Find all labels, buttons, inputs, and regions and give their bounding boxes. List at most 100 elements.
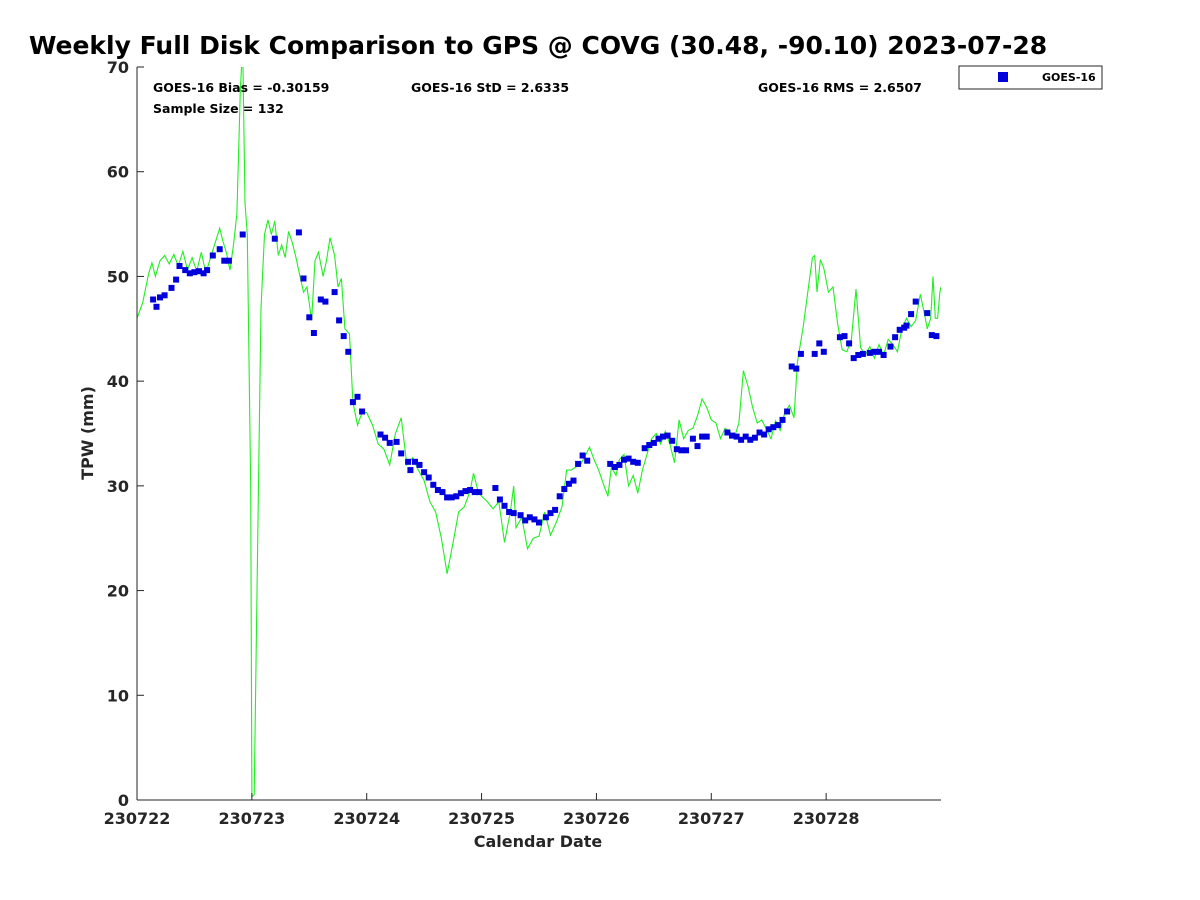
goes16-point — [453, 493, 460, 500]
goes16-point — [756, 429, 763, 436]
goes16-point — [393, 438, 400, 445]
goes16-point — [412, 458, 418, 465]
goes16-point — [903, 322, 910, 329]
goes16-point — [880, 352, 887, 358]
goes16-point — [430, 481, 437, 488]
goes16-point — [669, 437, 676, 444]
goes16-point — [239, 231, 246, 238]
goes16-point — [928, 332, 935, 339]
goes16-point — [751, 434, 758, 441]
goes16-point — [793, 365, 800, 372]
std-stat: GOES-16 StD = 2.6335 — [411, 80, 569, 95]
goes16-point — [462, 488, 469, 495]
x-tick-label: 230726 — [563, 809, 630, 828]
legend-marker-goes16 — [998, 72, 1008, 82]
goes16-point — [221, 257, 228, 264]
goes16-point — [625, 455, 632, 462]
goes16-point — [859, 350, 866, 357]
goes16-point — [733, 433, 740, 440]
legend: GOES-16 — [958, 65, 1103, 90]
goes16-point — [729, 432, 735, 439]
x-tick-label: 230723 — [218, 809, 285, 828]
goes16-point — [836, 334, 843, 341]
goes16-point — [331, 289, 338, 296]
goes16-point — [448, 494, 455, 501]
goes16-point — [788, 363, 795, 370]
goes16-point — [747, 436, 754, 443]
goes16-point — [607, 460, 614, 467]
goes16-point — [611, 464, 618, 470]
goes16-point — [784, 408, 791, 415]
goes16-point — [575, 460, 582, 467]
goes16-point — [892, 334, 899, 341]
goes16-point — [398, 450, 405, 457]
goes16-point — [492, 485, 499, 491]
goes16-point — [765, 426, 772, 433]
x-axis-label: Calendar Date — [474, 832, 603, 851]
goes16-point — [876, 348, 882, 355]
goes16-point — [467, 487, 474, 493]
goes16-point — [678, 447, 685, 454]
goes16-point — [157, 294, 163, 301]
goes16-point — [850, 355, 857, 362]
goes16-point — [673, 446, 680, 453]
goes16-point — [616, 461, 623, 468]
goes16-point — [660, 433, 666, 440]
goes16-point — [855, 352, 862, 358]
goes16-point — [742, 433, 749, 440]
goes16-point — [295, 229, 302, 236]
plot-area — [137, 67, 941, 800]
goes16-point — [552, 506, 559, 513]
goes16-point — [811, 350, 818, 357]
goes16-point — [526, 514, 533, 521]
y-ticks: 0 10 20 30 40 50 60 70 — [107, 58, 144, 810]
goes16-point — [354, 393, 361, 400]
goes16-point — [322, 298, 329, 305]
goes16-point — [896, 326, 903, 333]
x-tick-label: 230727 — [678, 809, 745, 828]
goes16-point — [425, 474, 432, 481]
goes16-point — [634, 459, 641, 466]
x-tick-label: 230724 — [333, 809, 400, 828]
y-axis-label: TPW (mm) — [78, 386, 97, 480]
goes16-point — [476, 489, 483, 496]
x-tick-label: 230728 — [793, 809, 860, 828]
goes16-point — [570, 477, 577, 484]
y-tick-label: 10 — [107, 686, 129, 705]
goes16-point — [797, 350, 804, 357]
y-tick-label: 30 — [107, 477, 129, 496]
bias-stat: GOES-16 Bias = -0.30159 — [153, 80, 329, 95]
goes16-point — [471, 489, 478, 496]
axes-layer: 230722 230723 230724 230725 230726 230727 2307… — [104, 58, 941, 828]
plot-background — [137, 67, 941, 800]
goes16-point — [866, 349, 873, 356]
goes16-point — [434, 487, 441, 493]
goes16-point — [933, 333, 940, 340]
goes16-point — [561, 486, 568, 492]
goes16-point — [542, 514, 549, 521]
goes16-point — [340, 333, 347, 340]
goes16-point — [689, 435, 696, 442]
x-tick-label: 230722 — [104, 809, 171, 828]
goes16-point — [386, 439, 393, 446]
goes16-point — [547, 510, 554, 517]
y-tick-label: 20 — [107, 582, 129, 601]
goes16-point — [196, 268, 202, 275]
goes16-point — [510, 510, 517, 517]
goes16-point — [579, 452, 586, 459]
sample-size-stat: Sample Size = 132 — [153, 101, 284, 116]
goes16-point — [300, 275, 307, 282]
goes16-point — [841, 333, 848, 340]
chart-title: Weekly Full Disk Comparison to GPS @ COV… — [29, 31, 1047, 60]
x-ticks: 230722 230723 230724 230725 230726 230727 2307… — [104, 793, 860, 828]
legend-label-goes16: GOES-16 — [1042, 71, 1096, 84]
goes16-point — [216, 246, 223, 253]
goes16-point — [584, 457, 591, 464]
goes16-point — [310, 330, 317, 336]
goes16-point — [846, 340, 853, 347]
goes16-point — [517, 512, 524, 519]
goes16-point — [522, 517, 529, 524]
goes16-point — [173, 276, 180, 283]
goes16-point — [646, 442, 653, 448]
goes16-point — [536, 519, 542, 526]
